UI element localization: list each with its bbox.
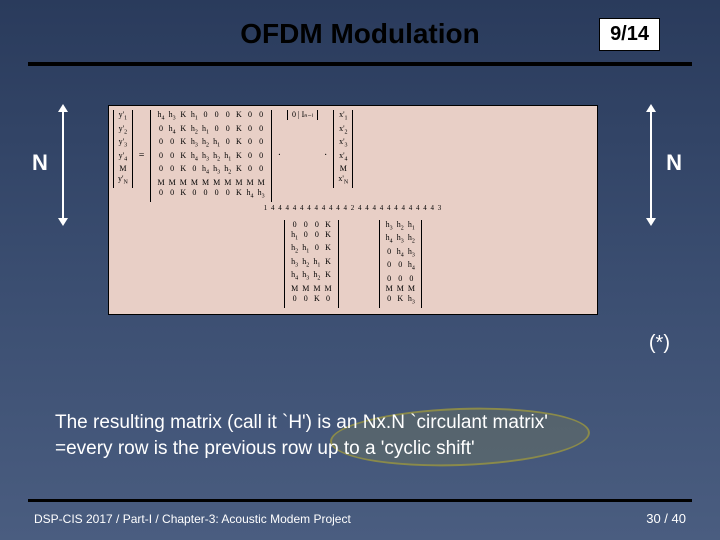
body-text: The resulting matrix (call it `H') is an… — [55, 410, 675, 462]
dim-arrow-left — [62, 110, 64, 220]
dot-product-2: · — [322, 150, 329, 161]
zero-identity-block: 0 | Iₙ₋ₗ — [287, 110, 318, 120]
h-matrix-upper: h4h3Kh1000K00 0h4Kh2h100K00 00Kh3h2h10K0… — [150, 110, 271, 202]
y-vector: y'1 y'2 y'3 y'4 M y'N — [113, 110, 133, 188]
h-matrix-lower-left: 000K h100K h2h10K h3h2h1K h4h3h2K MMMM 0… — [284, 220, 339, 308]
x-vector: x'1 x'2 x'3 x'4 M x'N — [333, 110, 353, 188]
n-label-right: N — [666, 150, 682, 176]
dim-arrow-right — [650, 110, 652, 220]
matrix-width-label: 1 4 4 4 4 4 4 4 4 4 4 4 2 4 4 4 4 4 4 4 … — [113, 204, 593, 212]
footer-left: DSP-CIS 2017 / Part-I / Chapter-3: Acous… — [34, 512, 351, 526]
dot-product-1: · — [276, 150, 283, 161]
page-badge: 9/14 — [599, 18, 660, 51]
bottom-divider — [28, 499, 692, 502]
body-line-1: The resulting matrix (call it `H') is an… — [55, 410, 675, 436]
equation-reference: (*) — [649, 332, 670, 355]
equals-sign: = — [137, 150, 147, 161]
footer-right: 30 / 40 — [646, 511, 686, 526]
h-matrix-lower-right: h3h2h1 h4h3h2 0h4h3 00h4 000 MMM 0Kh3 — [379, 220, 422, 308]
matrix-panel: y'1 y'2 y'3 y'4 M y'N = h4h3Kh1000K00 0h… — [108, 105, 598, 315]
slide-title: OFDM Modulation — [240, 18, 480, 50]
n-label-left: N — [32, 150, 48, 176]
body-line-2: =every row is the previous row up to a '… — [55, 436, 675, 462]
top-divider — [28, 62, 692, 66]
